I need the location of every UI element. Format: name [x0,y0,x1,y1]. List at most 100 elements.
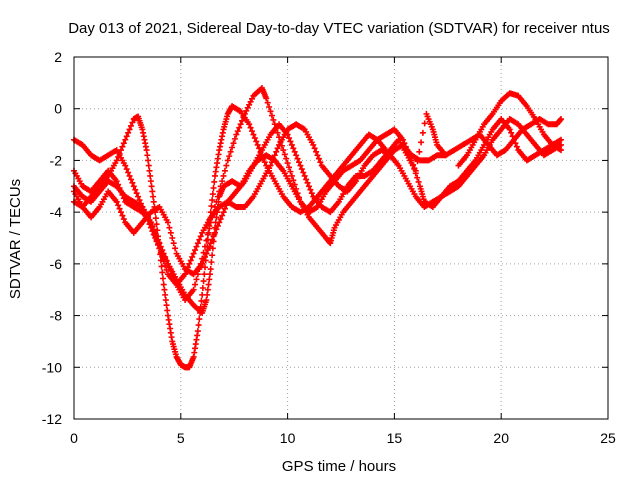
data-point [274,129,281,136]
data-point [159,253,166,260]
data-point [157,257,164,264]
data-point [219,212,226,219]
data-point [206,276,213,283]
data-point [210,233,217,240]
data-point [147,219,154,226]
data-point [307,186,314,193]
data-point [125,169,132,176]
x-tick-label: 0 [70,430,78,446]
data-point [155,241,162,248]
data-point [286,135,293,142]
data-point [199,260,206,267]
data-point [117,209,124,216]
data-point [281,151,288,158]
x-tick-label: 20 [493,430,509,446]
data-point [150,193,157,200]
data-point [247,98,254,105]
data-point [208,203,215,210]
data-point [119,212,126,219]
data-point [267,108,274,115]
data-point [149,223,156,230]
data-point [190,286,197,293]
data-point [249,95,255,102]
data-point [280,147,287,154]
data-point [195,322,202,329]
data-point [234,128,241,135]
x-axis-label: GPS time / hours [282,458,396,475]
data-point [290,145,297,152]
data-point [186,260,193,267]
data-point [203,250,210,257]
data-point [199,284,206,291]
data-point [301,172,308,179]
data-point [116,150,123,157]
data-point [119,143,126,150]
series-trace-e [71,110,565,278]
data-point [300,169,307,176]
data-point [291,181,298,188]
data-point [115,153,122,160]
data-point [220,209,227,216]
data-point [286,164,293,171]
data-point [147,172,154,179]
data-point [243,107,250,114]
data-point [123,133,130,140]
data-point [244,104,251,111]
data-point [264,99,271,106]
data-point [211,229,218,236]
data-point [197,303,204,310]
data-point [148,183,155,190]
data-point [198,297,205,304]
data-point [209,236,216,243]
data-point [193,276,200,283]
data-point [558,136,565,143]
data-point [270,155,277,162]
data-point [558,116,565,123]
data-point [166,224,173,231]
data-point [170,240,177,247]
data-point [189,253,196,260]
y-tick-label: 0 [54,101,62,117]
data-point [152,215,159,222]
data-point [278,142,285,149]
data-point [160,250,167,257]
data-point [153,221,160,228]
data-point [219,178,226,185]
data-point [214,222,221,229]
data-point [303,176,310,183]
data-point [200,257,207,264]
data-point [209,197,216,204]
data-point [421,120,428,127]
data-point [194,240,201,247]
data-point [304,179,311,186]
data-point [136,197,143,204]
data-point [133,190,140,197]
data-point [122,136,129,143]
data-point [192,281,199,288]
data-point [207,266,214,273]
data-point [287,168,294,175]
data-point [229,144,236,151]
data-point [125,129,132,136]
data-point [163,257,170,264]
series-trace-f [455,90,565,169]
data-point [294,155,301,162]
data-point [283,155,290,162]
data-point [146,167,153,174]
data-point [145,162,152,169]
data-point [288,141,295,148]
data-point [314,152,321,159]
data-point [317,159,324,166]
y-tick-label: -2 [50,152,63,168]
data-point [216,188,223,195]
data-point [288,172,295,179]
data-point [210,185,217,192]
data-point [308,190,315,197]
data-point [205,281,212,288]
data-point [253,138,260,145]
data-point [250,131,257,138]
data-point [169,235,176,241]
data-point [190,250,197,257]
data-point [298,166,305,173]
